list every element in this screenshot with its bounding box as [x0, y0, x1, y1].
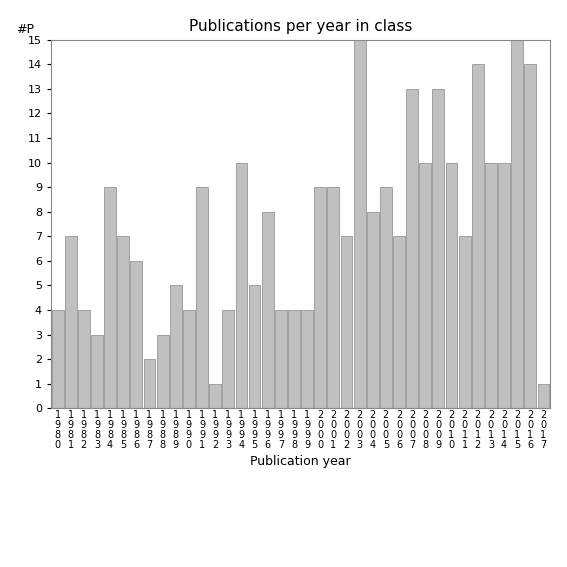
Text: #P: #P	[16, 23, 34, 36]
Bar	[52, 310, 64, 408]
Bar	[170, 285, 181, 408]
Bar	[406, 89, 418, 408]
Bar	[196, 187, 208, 408]
Bar	[327, 187, 339, 408]
Bar	[91, 335, 103, 408]
Bar	[143, 359, 155, 408]
Bar	[288, 310, 300, 408]
Bar	[380, 187, 392, 408]
Bar	[222, 310, 234, 408]
Bar	[538, 384, 549, 408]
Bar	[209, 384, 221, 408]
Bar	[472, 64, 484, 408]
Bar	[301, 310, 313, 408]
Bar	[104, 187, 116, 408]
Bar	[275, 310, 287, 408]
Bar	[249, 285, 260, 408]
Bar	[65, 236, 77, 408]
Bar	[459, 236, 471, 408]
Bar	[117, 236, 129, 408]
Bar	[262, 211, 274, 408]
Bar	[367, 211, 379, 408]
Bar	[354, 40, 366, 408]
Bar	[156, 335, 168, 408]
Bar	[314, 187, 326, 408]
Bar	[78, 310, 90, 408]
Bar	[498, 163, 510, 408]
Bar	[485, 163, 497, 408]
Bar	[183, 310, 195, 408]
Title: Publications per year in class: Publications per year in class	[189, 19, 412, 35]
Bar	[511, 40, 523, 408]
Bar	[235, 163, 247, 408]
Bar	[446, 163, 458, 408]
Bar	[393, 236, 405, 408]
Bar	[420, 163, 431, 408]
X-axis label: Publication year: Publication year	[250, 455, 351, 468]
Bar	[341, 236, 352, 408]
Bar	[433, 89, 445, 408]
Bar	[524, 64, 536, 408]
Bar	[130, 261, 142, 408]
